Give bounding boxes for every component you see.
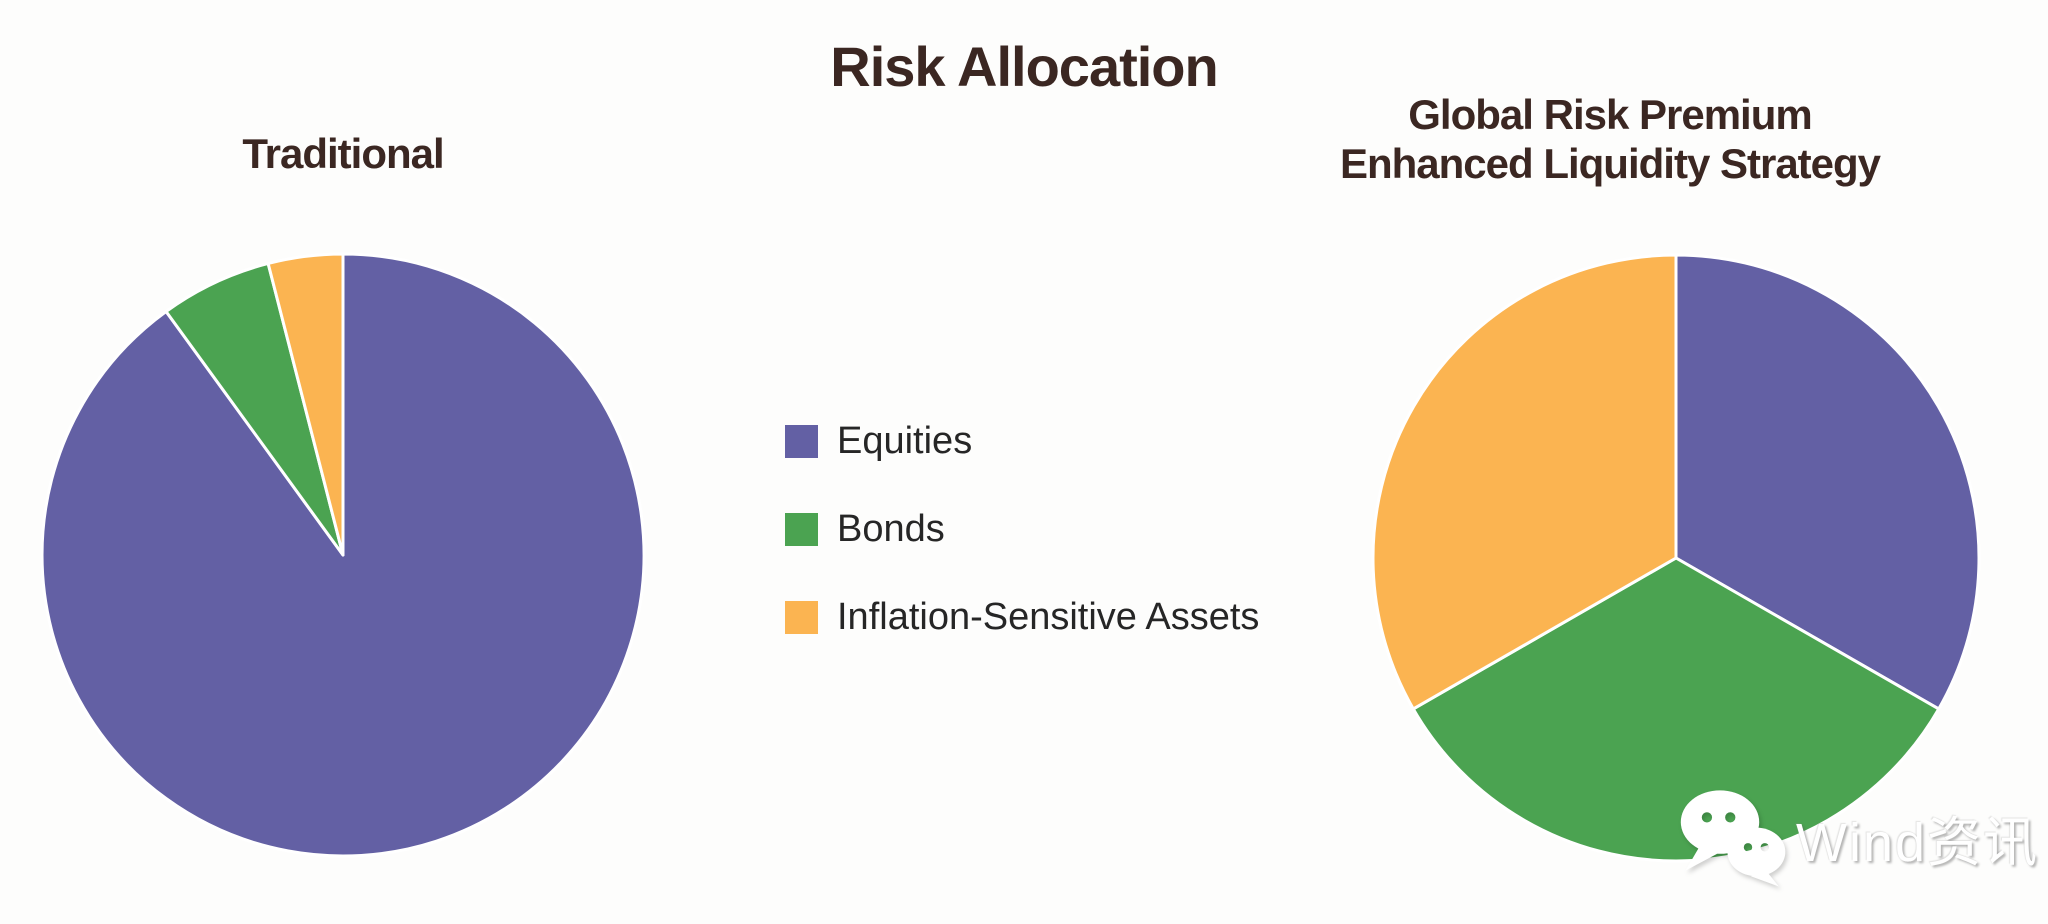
chart-title: Risk Allocation — [830, 35, 1218, 98]
wechat-icon — [1678, 786, 1790, 888]
global-risk-premium-pie-slice-inflation-sensitive-assets — [1371, 253, 1678, 711]
traditional-pie-slice-inflation-sensitive-assets — [266, 252, 345, 557]
legend-item-bonds: Bonds — [785, 508, 1259, 551]
inflation-sensitive-assets-swatch-icon — [785, 601, 818, 634]
global-risk-premium-pie-title-line2: Enhanced Liquidity Strategy — [1339, 140, 1881, 187]
traditional-pie-title: Traditional — [242, 130, 444, 177]
equities-swatch-icon — [785, 425, 818, 458]
legend: Equities Bonds Inflation-Sensitive Asset… — [785, 420, 1259, 684]
legend-label-equities: Equities — [837, 420, 973, 462]
legend-label-bonds: Bonds — [837, 508, 945, 550]
legend-item-inflation-sensitive-assets: Inflation-Sensitive Assets — [785, 596, 1259, 639]
global-risk-premium-pie-chart — [1371, 253, 1981, 863]
wind-watermark: Wind资讯 — [1678, 786, 2039, 888]
bonds-swatch-icon — [785, 513, 818, 546]
global-risk-premium-pie-title-line1: Global Risk Premium — [1408, 91, 1812, 138]
global-risk-premium-pie-title: Global Risk Premium Enhanced Liquidity S… — [1285, 90, 1935, 188]
watermark-text: Wind资讯 — [1796, 812, 2040, 873]
traditional-pie-chart — [40, 252, 646, 858]
global-risk-premium-pie-slice-equities — [1674, 253, 1981, 711]
legend-item-equities: Equities — [785, 420, 1259, 463]
legend-label-inflation-sensitive-assets: Inflation-Sensitive Assets — [837, 596, 1260, 638]
